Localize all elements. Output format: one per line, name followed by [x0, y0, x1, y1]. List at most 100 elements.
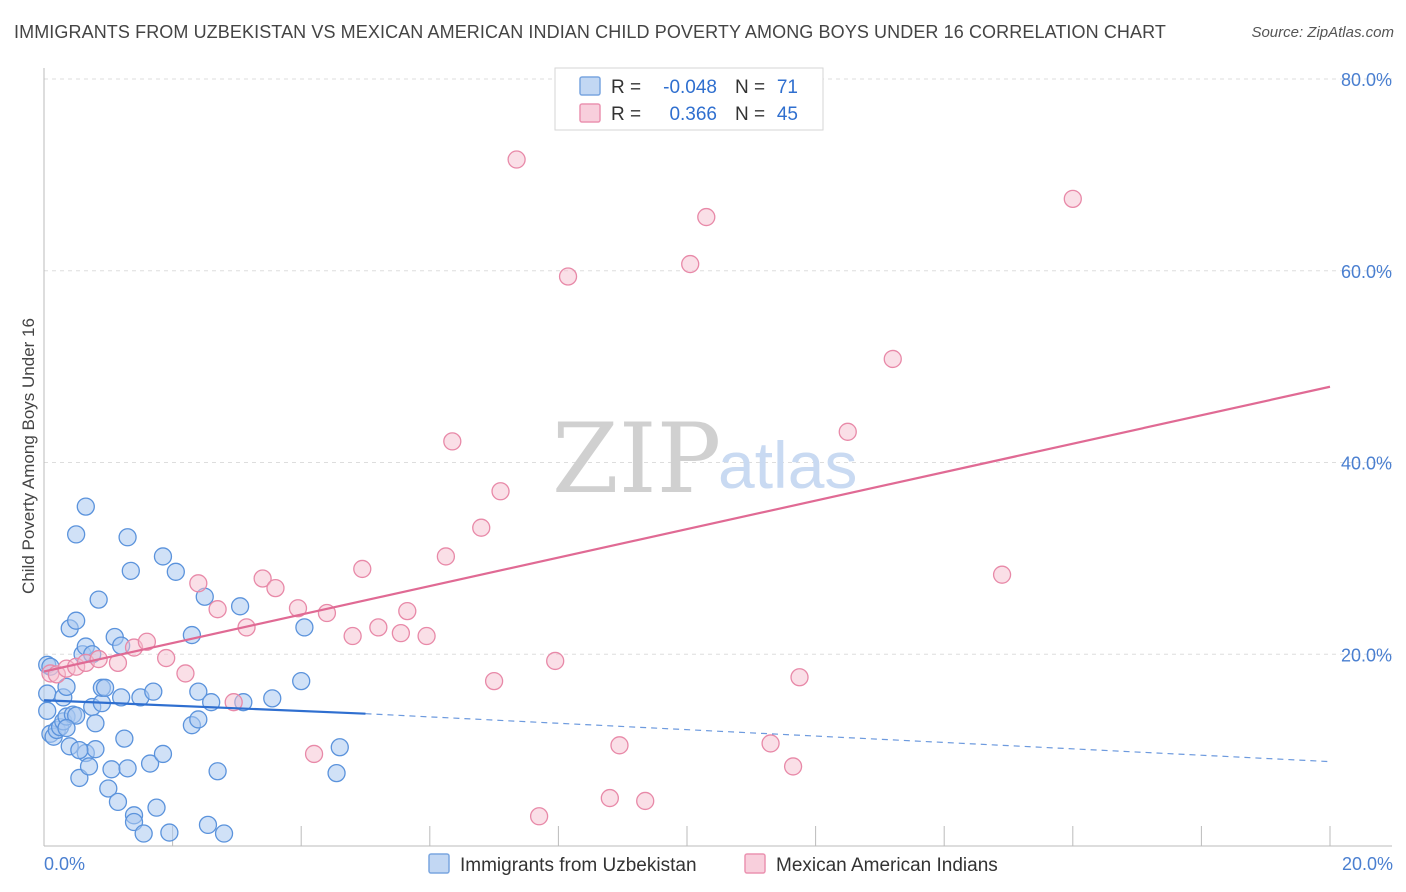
x-tick-label-min: 0.0%: [44, 854, 85, 874]
point-uzbekistan: [67, 525, 86, 544]
point-mexican-american-indian: [436, 547, 456, 566]
point-uzbekistan: [79, 757, 99, 776]
point-uzbekistan: [95, 678, 115, 697]
point-mexican-american-indian: [157, 648, 176, 668]
point-uzbekistan: [86, 740, 105, 759]
legend-r-value-pink: 0.366: [669, 104, 717, 125]
point-mexican-american-indian: [558, 267, 578, 286]
point-mexican-american-indian: [189, 574, 208, 593]
point-mexican-american-indian: [137, 632, 157, 651]
trend-line-uzbekistan: [43, 699, 366, 715]
point-mexican-american-indian: [761, 734, 780, 753]
point-uzbekistan: [160, 823, 179, 842]
point-mexican-american-indian: [883, 349, 902, 369]
legend-swatch-pink: [579, 103, 601, 123]
point-mexican-american-indian: [546, 651, 565, 671]
legend-r-label-pink: R =: [611, 104, 641, 125]
legend-swatch-blue: [579, 76, 601, 96]
point-uzbekistan: [166, 562, 185, 581]
point-mexican-american-indian: [600, 788, 619, 808]
y-tick-label-20: 20.0%: [1341, 645, 1392, 665]
point-mexican-american-indian: [253, 569, 272, 588]
y-tick-label-40: 40.0%: [1341, 454, 1392, 474]
point-uzbekistan: [198, 815, 218, 835]
point-uzbekistan: [112, 688, 131, 707]
point-mexican-american-indian: [417, 626, 436, 646]
point-mexican-american-indian: [266, 578, 285, 598]
series-legend: Immigrants from Uzbekistan Mexican Ameri…: [428, 853, 998, 876]
point-uzbekistan: [102, 760, 121, 779]
point-uzbekistan: [121, 561, 140, 580]
point-mexican-american-indian: [529, 807, 549, 826]
point-mexican-american-indian: [783, 757, 803, 776]
chart-title: IMMIGRANTS FROM UZBEKISTAN VS MEXICAN AM…: [14, 22, 1167, 42]
legend-r-label-blue: R =: [611, 77, 641, 98]
y-axis-label: Child Poverty Among Boys Under 16: [19, 318, 38, 594]
point-uzbekistan: [327, 763, 346, 783]
series-legend-label-pink: Mexican American Indians: [776, 855, 998, 876]
point-mexican-american-indian: [443, 432, 462, 451]
point-uzbekistan: [140, 754, 160, 773]
legend-r-value-blue: -0.048: [663, 77, 717, 98]
point-uzbekistan: [99, 779, 118, 798]
point-uzbekistan: [295, 618, 314, 637]
point-mexican-american-indian: [398, 601, 417, 621]
y-tick-label-80: 80.0%: [1341, 70, 1392, 90]
point-mexican-american-indian: [507, 150, 526, 169]
source-credit: Source: ZipAtlas.com: [1251, 24, 1394, 41]
legend-n-label-blue: N =: [735, 77, 765, 98]
point-mexican-american-indian: [491, 482, 510, 501]
point-uzbekistan: [118, 528, 137, 547]
point-uzbekistan: [144, 682, 163, 701]
point-uzbekistan: [292, 671, 311, 691]
series-legend-swatch-pink: [744, 853, 766, 874]
series-legend-label-blue: Immigrants from Uzbekistan: [460, 855, 697, 876]
point-mexican-american-indian: [1063, 189, 1082, 208]
point-mexican-american-indian: [208, 600, 227, 619]
point-uzbekistan: [263, 689, 282, 708]
point-uzbekistan: [108, 792, 128, 812]
trend-line-uzbekistan-extension: [365, 713, 1331, 763]
x-tick-labels: 0.0% 20.0%: [44, 854, 1393, 874]
point-uzbekistan: [189, 682, 208, 701]
point-uzbekistan: [70, 740, 89, 760]
point-mexican-american-indian: [681, 254, 700, 274]
legend-n-value-blue: 71: [777, 77, 798, 98]
point-mexican-american-indian: [992, 565, 1012, 584]
point-uzbekistan: [86, 714, 105, 733]
point-mexican-american-indian: [288, 599, 308, 618]
trend-line-mexican-american-indian: [43, 385, 1331, 673]
point-mexican-american-indian: [343, 626, 362, 646]
point-mexican-american-indian: [304, 744, 324, 764]
point-mexican-american-indian: [391, 624, 411, 643]
series-mexican-american-indian-points: [41, 150, 1082, 826]
point-uzbekistan: [147, 798, 166, 817]
point-mexican-american-indian: [472, 518, 491, 537]
x-tick-label-max: 20.0%: [1342, 854, 1393, 874]
point-uzbekistan: [153, 547, 173, 566]
point-uzbekistan: [67, 706, 86, 725]
point-uzbekistan: [57, 718, 76, 738]
point-uzbekistan: [214, 824, 234, 843]
point-mexican-american-indian: [176, 664, 195, 683]
point-mexican-american-indian: [790, 668, 809, 687]
point-mexican-american-indian: [697, 207, 716, 227]
point-mexican-american-indian: [484, 671, 504, 691]
point-uzbekistan: [38, 701, 57, 720]
point-uzbekistan: [76, 497, 95, 516]
point-uzbekistan: [230, 597, 250, 616]
point-mexican-american-indian: [353, 559, 372, 579]
axes: [43, 68, 1392, 847]
point-uzbekistan: [189, 710, 208, 729]
point-uzbekistan: [153, 744, 173, 764]
point-uzbekistan: [330, 738, 349, 757]
trend-lines: [43, 385, 1331, 763]
series-legend-swatch-blue: [428, 853, 450, 874]
point-uzbekistan: [115, 729, 134, 748]
watermark-atlas: atlas: [718, 428, 857, 502]
point-uzbekistan: [118, 759, 137, 778]
point-mexican-american-indian: [224, 693, 243, 712]
correlation-legend: R = -0.048 N = 71 R = 0.366 N = 45: [554, 67, 824, 131]
legend-n-label-pink: N =: [735, 104, 765, 125]
